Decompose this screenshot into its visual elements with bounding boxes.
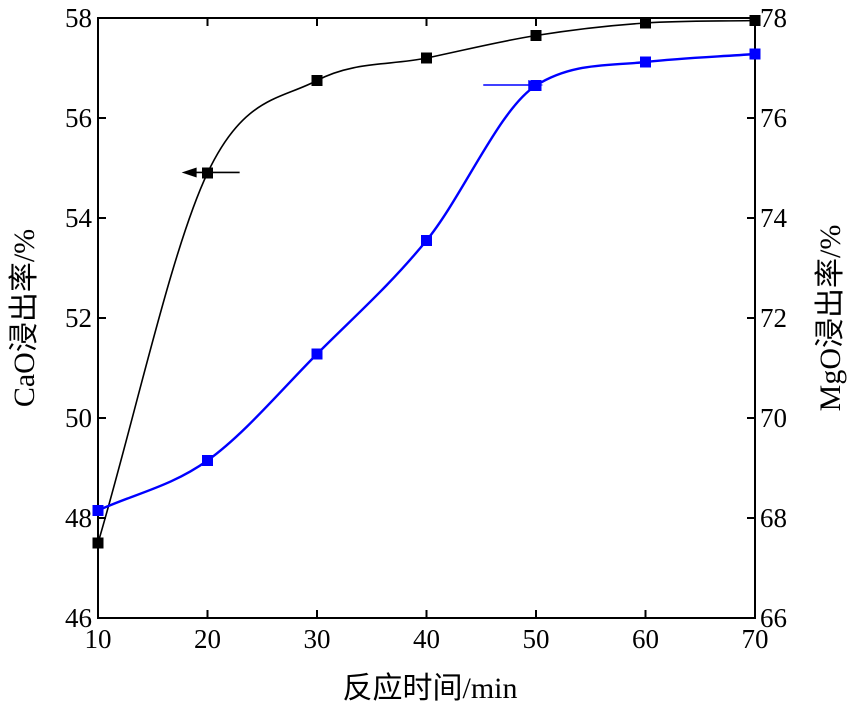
x-tick-label: 30 [304,624,331,654]
arrow-head [181,167,197,178]
series-2-point [92,505,104,516]
annotation-arrows [181,80,544,178]
x-tick-label: 10 [85,624,112,654]
y-tick-label: 58 [65,3,92,33]
series-2-point [311,348,323,360]
x-tick-label: 50 [523,624,550,654]
y-tick-label: 54 [65,203,93,233]
y-tick-label: 46 [65,603,92,633]
y2-tick-label: 76 [760,103,787,133]
series-1-point [749,15,761,26]
arrow-right [483,80,544,90]
x-axis-title: 反应时间/min [342,672,517,705]
series-2-point [640,56,651,68]
y2-tick-label: 66 [760,603,787,633]
series-1-point [530,30,542,41]
x-tick-label: 40 [413,624,440,654]
y2-tick-label: 70 [760,403,787,433]
x-tick-label: 20 [194,624,221,654]
y-axis-right-title: MgO浸出率/% [814,225,847,412]
y2-tick-label: 78 [760,3,787,33]
series-1-point [92,537,104,549]
x-tick-label: 70 [742,624,769,654]
y-axis-left-ticks: 46 48 50 52 54 56 58 [65,3,106,633]
y2-tick-label: 68 [760,503,787,533]
y-tick-label: 50 [65,403,92,433]
y-tick-label: 56 [65,103,92,133]
arrow-head [528,80,544,90]
series-1-point [421,52,432,64]
x-tick-label: 60 [632,624,659,654]
y-axis-right-ticks: 66 68 70 72 74 76 78 [747,3,788,633]
series-2-line [97,52,756,512]
series-1-line [97,19,756,544]
series-layer [92,15,761,549]
arrow-left [181,167,240,178]
series-2 [92,48,761,516]
series-2-point [421,235,432,246]
series-1-point [311,75,323,86]
series-1-point [640,17,651,29]
y2-tick-label: 74 [760,203,788,233]
x-axis-ticks: 10 20 30 40 50 60 70 [85,18,769,654]
series-2-point [749,48,761,60]
y2-tick-label: 72 [760,303,787,333]
y-axis-left-title: CaO浸出率/% [8,229,41,407]
y-tick-label: 52 [65,303,92,333]
series-2-point [202,455,213,466]
series-1 [92,15,761,549]
plot-frame [97,17,756,619]
y-tick-label: 48 [65,503,92,533]
